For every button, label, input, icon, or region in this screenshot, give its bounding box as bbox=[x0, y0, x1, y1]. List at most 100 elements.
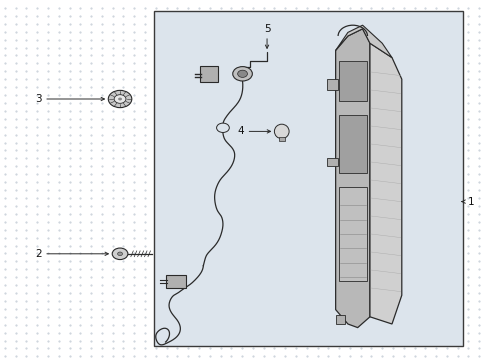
Point bbox=[324, 45, 332, 50]
Point bbox=[195, 132, 203, 138]
Point bbox=[260, 306, 268, 312]
Point bbox=[195, 108, 203, 114]
Point bbox=[454, 92, 462, 98]
Point bbox=[44, 5, 52, 11]
Point bbox=[152, 330, 160, 336]
Point bbox=[475, 354, 483, 359]
Point bbox=[270, 251, 278, 256]
Point bbox=[400, 124, 408, 130]
Point bbox=[324, 290, 332, 296]
Point bbox=[368, 124, 375, 130]
Point bbox=[389, 235, 397, 240]
Point bbox=[1, 21, 9, 27]
Point bbox=[292, 306, 300, 312]
Point bbox=[465, 306, 472, 312]
Point bbox=[346, 124, 354, 130]
Point bbox=[281, 219, 289, 225]
Point bbox=[411, 171, 418, 177]
Point bbox=[152, 60, 160, 66]
Point bbox=[475, 163, 483, 169]
Point bbox=[475, 124, 483, 130]
Point bbox=[184, 338, 192, 343]
Point bbox=[454, 5, 462, 11]
Point bbox=[324, 92, 332, 98]
Point bbox=[238, 227, 246, 233]
Point bbox=[314, 338, 321, 343]
Point bbox=[227, 274, 235, 280]
Point bbox=[411, 322, 418, 328]
Point bbox=[368, 13, 375, 19]
Point bbox=[368, 195, 375, 201]
Point bbox=[465, 227, 472, 233]
Point bbox=[238, 132, 246, 138]
Point bbox=[98, 140, 106, 145]
Point bbox=[23, 306, 30, 312]
Point bbox=[411, 5, 418, 11]
Point bbox=[303, 219, 311, 225]
Point bbox=[443, 274, 451, 280]
Point bbox=[368, 84, 375, 90]
Point bbox=[173, 235, 181, 240]
Point bbox=[206, 235, 214, 240]
Point bbox=[66, 100, 74, 106]
Point bbox=[141, 251, 149, 256]
Point bbox=[314, 163, 321, 169]
Point bbox=[411, 306, 418, 312]
Point bbox=[206, 37, 214, 42]
Point bbox=[475, 203, 483, 209]
Point bbox=[368, 282, 375, 288]
Point bbox=[87, 187, 95, 193]
Point bbox=[44, 179, 52, 185]
Point bbox=[12, 290, 20, 296]
Point bbox=[184, 156, 192, 161]
Point bbox=[314, 251, 321, 256]
Point bbox=[270, 346, 278, 351]
Point bbox=[465, 235, 472, 240]
Point bbox=[87, 251, 95, 256]
Point bbox=[270, 203, 278, 209]
Point bbox=[303, 163, 311, 169]
Point bbox=[421, 116, 429, 122]
Point bbox=[281, 13, 289, 19]
Point bbox=[152, 187, 160, 193]
Point bbox=[443, 354, 451, 359]
Point bbox=[281, 203, 289, 209]
Point bbox=[357, 211, 365, 217]
Point bbox=[12, 322, 20, 328]
Point bbox=[109, 211, 117, 217]
Point bbox=[12, 124, 20, 130]
Point bbox=[292, 314, 300, 320]
Point bbox=[314, 258, 321, 264]
Point bbox=[66, 322, 74, 328]
Point bbox=[346, 156, 354, 161]
Point bbox=[33, 298, 41, 304]
Point bbox=[44, 219, 52, 225]
Point bbox=[346, 100, 354, 106]
Point bbox=[44, 92, 52, 98]
Point bbox=[195, 163, 203, 169]
Point bbox=[400, 330, 408, 336]
Point bbox=[314, 21, 321, 27]
Point bbox=[23, 219, 30, 225]
Point bbox=[120, 314, 127, 320]
Point bbox=[411, 187, 418, 193]
Point bbox=[270, 124, 278, 130]
Point bbox=[389, 53, 397, 58]
Point bbox=[411, 258, 418, 264]
Point bbox=[33, 235, 41, 240]
Point bbox=[465, 53, 472, 58]
Point bbox=[270, 84, 278, 90]
Point bbox=[314, 84, 321, 90]
Point bbox=[454, 84, 462, 90]
Point bbox=[281, 108, 289, 114]
Point bbox=[465, 21, 472, 27]
Point bbox=[432, 53, 440, 58]
Point bbox=[12, 132, 20, 138]
Point bbox=[400, 156, 408, 161]
Point bbox=[152, 108, 160, 114]
Point bbox=[249, 29, 257, 35]
Point bbox=[378, 124, 386, 130]
Point bbox=[87, 322, 95, 328]
Point bbox=[44, 306, 52, 312]
Point bbox=[324, 13, 332, 19]
